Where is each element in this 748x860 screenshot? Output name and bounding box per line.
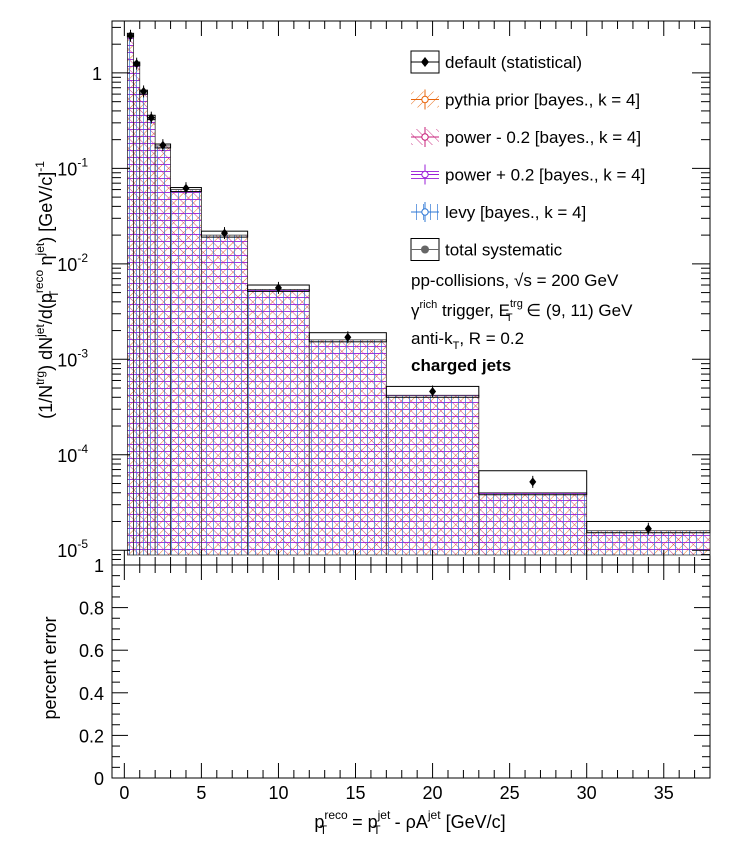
histogram-layer bbox=[127, 34, 711, 556]
bottom-y-axis-title: percent error bbox=[40, 616, 60, 719]
legend-marker bbox=[421, 208, 429, 216]
data-point bbox=[221, 228, 229, 238]
data-point bbox=[429, 386, 437, 396]
histogram-bar-hatch bbox=[309, 339, 387, 555]
histogram-bar-hatch bbox=[478, 492, 587, 555]
annotation-trigger: γrich trigger, Etrg T ∈ (9, 11) GeV bbox=[411, 298, 633, 324]
x-tick-label: 20 bbox=[423, 783, 443, 803]
histogram-bar-hatch bbox=[201, 235, 248, 556]
x-tick-label: 35 bbox=[654, 783, 674, 803]
legend-marker bbox=[421, 57, 429, 67]
y-tick-label: 0.8 bbox=[79, 599, 104, 619]
legend: default (statistical) pythia prior [bayes… bbox=[410, 50, 645, 261]
legend-label: levy [bayes., k = 4] bbox=[445, 203, 586, 222]
annotation-algorithm: anti-kT, R = 0.2 bbox=[411, 329, 524, 352]
y-tick-label: 1 bbox=[92, 64, 102, 84]
y-tick-label: 0.6 bbox=[79, 641, 104, 661]
data-point bbox=[182, 183, 190, 193]
data-points bbox=[126, 29, 652, 535]
legend-marker bbox=[421, 133, 429, 141]
legend-marker bbox=[421, 170, 429, 179]
x-tick-label: 15 bbox=[345, 783, 365, 803]
data-point bbox=[133, 59, 141, 69]
legend-label: default (statistical) bbox=[445, 53, 582, 72]
data-point bbox=[147, 113, 155, 123]
histogram-bar-hatch bbox=[139, 92, 148, 555]
histogram-bar-hatch bbox=[155, 145, 171, 555]
x-tick-label: 30 bbox=[577, 783, 597, 803]
y-tick-label: 10-2 bbox=[57, 251, 88, 275]
annotation-collisions: pp-collisions, √s = 200 GeV bbox=[411, 271, 619, 290]
legend-marker bbox=[421, 95, 429, 104]
legend-label: total systematic bbox=[445, 241, 563, 260]
systematic-box bbox=[478, 470, 588, 496]
bottom-x-ticks: 0 5 10 15 20 25 30 35 bbox=[119, 565, 711, 803]
legend-label: pythia prior [bayes., k = 4] bbox=[445, 91, 640, 110]
top-x-ticks bbox=[123, 21, 711, 565]
top-y-axis-title: (1/Ntrg) dNjet/d(precoT ηjet) [GeV/c]-1 bbox=[32, 161, 61, 419]
data-point bbox=[126, 31, 134, 41]
data-point bbox=[140, 86, 148, 96]
y-tick-label: 0.4 bbox=[79, 684, 104, 704]
x-axis-title: preco T = pjet T - ρAjet [GeV/c] bbox=[314, 808, 505, 837]
bottom-y-ticks: 0 0.2 0.4 0.6 0.8 1 bbox=[79, 556, 710, 789]
y-tick-label: 0 bbox=[94, 769, 104, 789]
annotation-jets: charged jets bbox=[411, 356, 511, 375]
legend-marker bbox=[421, 245, 429, 254]
histogram-bar-hatch bbox=[386, 395, 479, 555]
histogram-bar-hatch bbox=[247, 289, 310, 555]
bottom-plot-frame bbox=[111, 564, 711, 779]
histogram-bar-hatch bbox=[127, 34, 134, 555]
histogram-bar-hatch bbox=[170, 189, 202, 555]
top-y-ticks: 10-5 10-4 10-3 10-2 10-1 1 bbox=[57, 26, 710, 566]
annotation-block: pp-collisions, √s = 200 GeV γrich trigge… bbox=[411, 271, 633, 375]
x-tick-label: 0 bbox=[119, 783, 129, 803]
x-tick-label: 10 bbox=[268, 783, 288, 803]
data-point bbox=[644, 524, 652, 534]
x-tick-label: 5 bbox=[196, 783, 206, 803]
y-tick-label: 1 bbox=[94, 556, 104, 576]
histogram-bar-hatch bbox=[586, 530, 710, 555]
y-tick-label: 0.2 bbox=[79, 726, 104, 746]
data-point bbox=[274, 283, 282, 293]
data-point bbox=[344, 332, 352, 342]
histogram-bar-hatch bbox=[133, 63, 140, 556]
data-point bbox=[529, 477, 537, 487]
legend-label: power - 0.2 [bayes., k = 4] bbox=[445, 128, 641, 147]
data-point bbox=[159, 140, 167, 150]
y-tick-label: 10-3 bbox=[57, 346, 88, 370]
y-tick-label: 10-4 bbox=[57, 442, 88, 466]
legend-label: power + 0.2 [bayes., k = 4] bbox=[445, 166, 645, 185]
y-tick-label: 10-5 bbox=[57, 537, 88, 561]
x-tick-label: 25 bbox=[500, 783, 520, 803]
histogram-bar-hatch bbox=[147, 117, 156, 555]
y-tick-label: 10-1 bbox=[57, 155, 88, 179]
